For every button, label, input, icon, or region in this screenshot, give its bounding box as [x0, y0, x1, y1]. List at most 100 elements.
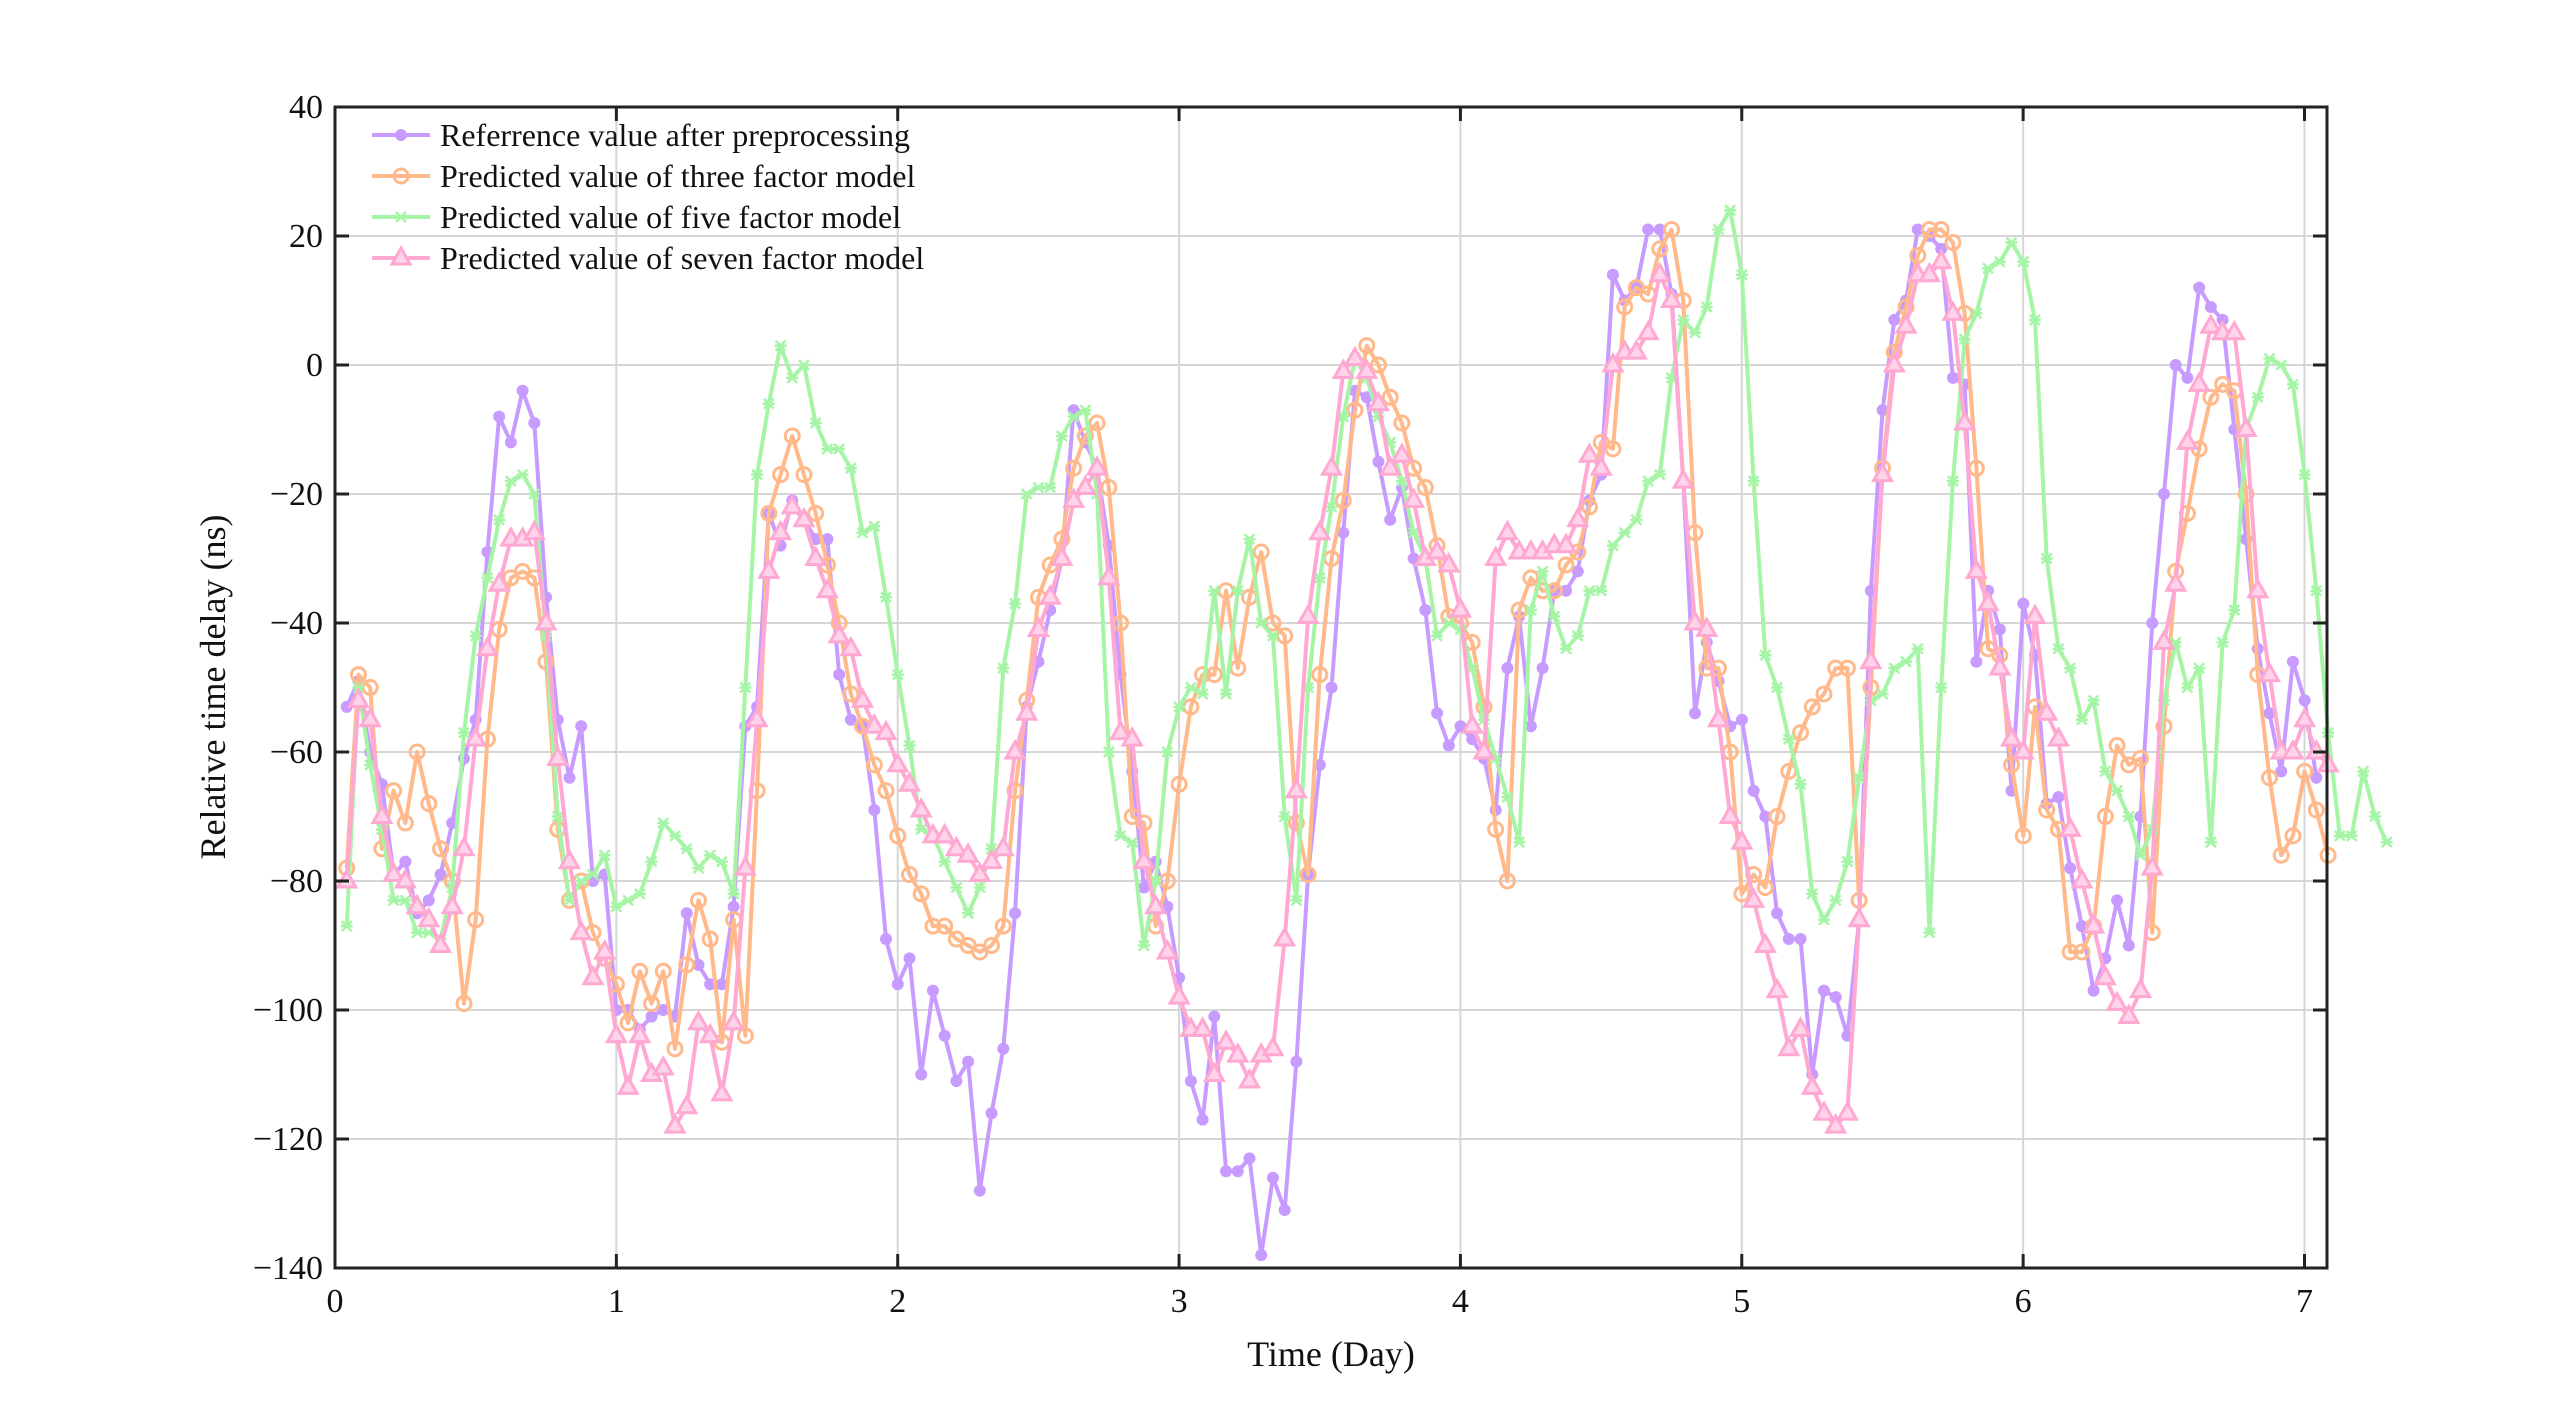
data-point [1085, 455, 1109, 476]
data-point [1442, 739, 1455, 752]
data-point [2105, 990, 2129, 1012]
data-point [701, 930, 719, 948]
data-point [2052, 642, 2065, 655]
data-point [1970, 655, 1983, 668]
data-point [1753, 932, 1777, 953]
data-point [1982, 262, 1995, 275]
data-point [2011, 738, 2035, 760]
y-tick-label: −100 [253, 992, 323, 1029]
data-point [1829, 894, 1842, 907]
data-point [2369, 810, 2381, 823]
data-point [534, 609, 558, 631]
x-axis-label: Time (Day) [1247, 1334, 1415, 1374]
data-point [2357, 765, 2370, 778]
data-point [938, 1029, 951, 1042]
data-point [340, 920, 353, 933]
data-point [563, 771, 576, 784]
data-point [1437, 551, 1461, 573]
data-point [1835, 1100, 1859, 1121]
data-point [1577, 442, 1602, 463]
y-tick-label: 20 [289, 218, 323, 255]
data-point [2157, 488, 2170, 500]
data-point [915, 1068, 928, 1081]
data-point [1346, 401, 1364, 419]
data-point [2228, 604, 2241, 616]
legend-item: Predicted value of five factor model [372, 199, 901, 235]
data-point [2064, 662, 2077, 675]
data-point [675, 1093, 699, 1115]
data-point [786, 372, 799, 384]
data-point [1524, 604, 1537, 616]
data-point [1395, 475, 1408, 487]
data-point [1325, 681, 1338, 694]
series-3 [340, 204, 2393, 952]
data-point [1252, 543, 1270, 561]
data-point [1964, 558, 1988, 579]
data-point [2122, 939, 2135, 952]
data-point [1829, 991, 1842, 1004]
data-point [1941, 300, 1965, 321]
data-point [2298, 468, 2311, 481]
data-point [2281, 738, 2305, 760]
data-point [2296, 762, 2314, 780]
data-point [1946, 475, 1959, 487]
data-point [2128, 977, 2153, 999]
data-point [760, 504, 778, 522]
data-point [842, 685, 860, 703]
data-point [962, 907, 975, 920]
data-point [1114, 829, 1127, 842]
data-point [1484, 545, 1508, 566]
data-point [1718, 803, 1742, 824]
data-point [950, 1074, 963, 1087]
data-point [950, 881, 963, 894]
data-point [891, 668, 904, 681]
data-point [385, 782, 403, 800]
data-point [1214, 1029, 1238, 1050]
data-point [795, 466, 813, 484]
data-point [1144, 893, 1168, 915]
data-point [1900, 655, 1913, 668]
data-point [2193, 281, 2206, 294]
data-point [370, 803, 394, 824]
data-point [2286, 655, 2299, 668]
data-point [1044, 481, 1057, 494]
data-point [715, 855, 728, 868]
data-point [1137, 939, 1150, 952]
data-point [1006, 782, 1024, 800]
data-point [2017, 255, 2030, 268]
data-point [1735, 713, 1748, 726]
data-point [956, 842, 980, 863]
data-point [1067, 410, 1080, 423]
data-point [877, 782, 895, 800]
data-point [938, 855, 951, 868]
data-point [1149, 875, 1162, 887]
data-point [768, 519, 793, 541]
data-point [616, 1074, 640, 1095]
y-tick-label: −140 [253, 1250, 323, 1287]
data-point [2272, 846, 2290, 864]
data-point [1202, 1061, 1226, 1082]
data-point [2075, 713, 2088, 726]
data-point [1824, 1113, 1848, 1134]
data-point [1020, 488, 1033, 500]
data-point [469, 630, 482, 642]
data-point [1800, 1074, 1824, 1095]
legend-item: Predicted value of three factor model [372, 158, 915, 194]
data-point [1944, 233, 1962, 251]
legend: Referrence value after preprocessing Pred… [372, 117, 924, 276]
data-point [1935, 681, 1948, 694]
data-point [645, 1010, 658, 1023]
data-point [1205, 666, 1223, 684]
data-point [839, 635, 863, 657]
data-point [2146, 617, 2159, 629]
data-point [1522, 569, 1540, 587]
data-point [689, 891, 707, 909]
data-point [440, 893, 464, 915]
data-point [1407, 526, 1420, 539]
data-point [2310, 771, 2323, 784]
data-point [1313, 571, 1326, 584]
data-point [1448, 597, 1473, 618]
data-point [663, 1113, 687, 1134]
data-point [727, 888, 740, 900]
data-point [1606, 539, 1619, 552]
